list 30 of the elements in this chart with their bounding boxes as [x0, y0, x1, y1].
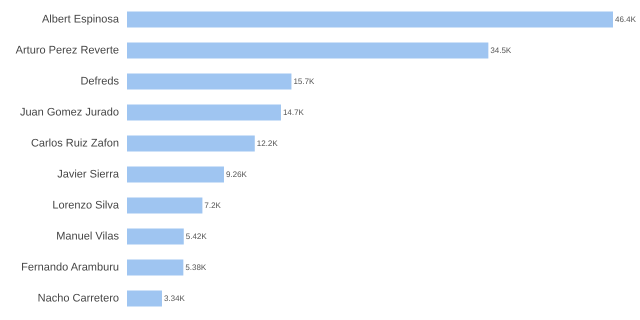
bar	[127, 198, 202, 214]
y-tick-label: Carlos Ruiz Zafon	[30, 138, 119, 150]
data-label: 14.7K	[282, 108, 305, 117]
data-label: 12.2K	[256, 139, 278, 148]
data-label: 46.4K	[615, 15, 637, 24]
bar	[127, 290, 162, 306]
data-label: 5.38K	[185, 263, 207, 272]
data-label: 15.7K	[293, 77, 316, 86]
y-tick-label: Juan Gomez Jurado	[20, 106, 119, 118]
bar	[127, 228, 184, 244]
bar	[127, 12, 613, 28]
bar	[127, 74, 292, 90]
y-tick-label: Nacho Carretero	[38, 292, 119, 304]
data-label: 9.26K	[226, 170, 248, 179]
y-tick-label: Lorenzo Silva	[52, 200, 120, 212]
y-tick-label: Fernando Aramburu	[21, 262, 119, 274]
data-label: 34.5K	[490, 46, 512, 55]
y-tick-label: Albert Espinosa	[42, 14, 120, 26]
bar	[127, 136, 255, 152]
y-tick-label: Arturo Perez Reverte	[16, 44, 119, 56]
bar	[127, 42, 488, 58]
data-label: 7.2K	[204, 201, 222, 210]
bar	[127, 166, 224, 182]
y-tick-label: Defreds	[80, 76, 120, 88]
y-tick-label: Manuel Vilas	[56, 230, 120, 242]
bar	[127, 260, 184, 276]
bar	[127, 104, 281, 120]
data-label: 3.34K	[164, 294, 186, 303]
y-tick-label: Javier Sierra	[57, 168, 120, 180]
data-label: 5.42K	[186, 232, 208, 241]
